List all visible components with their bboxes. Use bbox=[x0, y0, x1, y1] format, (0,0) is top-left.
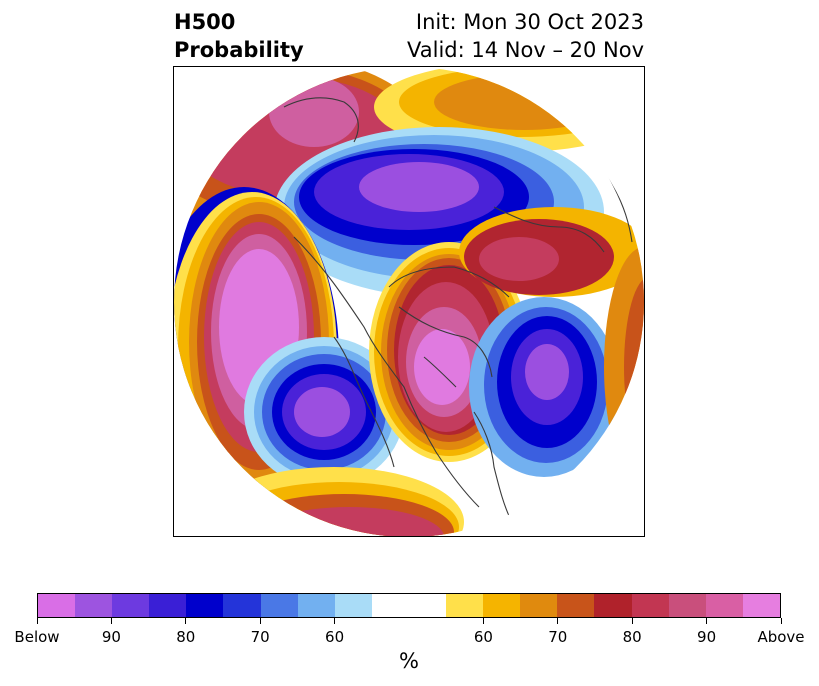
colorbar-tick-label: 70 bbox=[548, 628, 568, 646]
colorbar-swatch bbox=[334, 594, 372, 617]
colorbar-tick bbox=[334, 618, 336, 624]
colorbar-tick bbox=[36, 618, 38, 624]
colorbar-tick-label: 90 bbox=[101, 628, 121, 646]
colorbar-unit-label: % bbox=[399, 649, 419, 673]
colorbar-swatch bbox=[631, 594, 669, 617]
init-date-label: Init: Mon 30 Oct 2023 bbox=[415, 10, 644, 34]
valid-range-label: Valid: 14 Nov – 20 Nov bbox=[407, 38, 644, 62]
colorbar-tick-label: Below bbox=[14, 628, 60, 646]
colorbar-swatch bbox=[705, 594, 743, 617]
warm-anomaly-upper-right bbox=[459, 207, 644, 297]
map-title-left: H500 Probability bbox=[174, 8, 304, 64]
colorbar-swatch bbox=[149, 594, 187, 617]
colorbar-swatch bbox=[594, 594, 632, 617]
colorbar-tick-label: 60 bbox=[473, 628, 493, 646]
colorbar-swatch bbox=[223, 594, 261, 617]
colorbar-tick bbox=[557, 618, 559, 624]
colorbar-tick bbox=[706, 618, 708, 624]
colorbar-swatch bbox=[668, 594, 706, 617]
colorbar-swatch bbox=[297, 594, 335, 617]
colorbar-tick bbox=[259, 618, 261, 624]
map-title-right: Init: Mon 30 Oct 2023 Valid: 14 Nov – 20… bbox=[407, 8, 644, 64]
colorbar-tick bbox=[482, 618, 484, 624]
cold-anomaly-right bbox=[469, 297, 619, 477]
colorbar-swatch bbox=[112, 594, 150, 617]
colorbar-tick bbox=[780, 618, 782, 624]
product-label: Probability bbox=[174, 38, 304, 62]
colorbar-swatch bbox=[446, 594, 484, 617]
map-canvas bbox=[174, 67, 644, 536]
colorbar-swatch bbox=[260, 594, 298, 617]
colorbar-swatch bbox=[38, 594, 76, 617]
colorbar bbox=[37, 593, 781, 618]
probability-map bbox=[173, 66, 645, 537]
colorbar-tick bbox=[185, 618, 187, 624]
colorbar-tick-label: 90 bbox=[697, 628, 717, 646]
colorbar-tick-label: 80 bbox=[176, 628, 196, 646]
colorbar-tick-label: 80 bbox=[622, 628, 642, 646]
colorbar-swatch bbox=[371, 594, 447, 617]
colorbar-tick-label: 60 bbox=[325, 628, 345, 646]
colorbar-swatch bbox=[520, 594, 558, 617]
colorbar-swatch bbox=[186, 594, 224, 617]
colorbar-tick bbox=[110, 618, 112, 624]
colorbar-swatch bbox=[483, 594, 521, 617]
colorbar-swatch bbox=[742, 594, 780, 617]
colorbar-swatch bbox=[75, 594, 113, 617]
coastline-overlay bbox=[283, 97, 633, 523]
cold-anomaly-lower-left bbox=[244, 337, 404, 487]
colorbar-tick bbox=[631, 618, 633, 624]
variable-label: H500 bbox=[174, 10, 236, 34]
probability-field bbox=[174, 67, 644, 536]
colorbar-swatch bbox=[557, 594, 595, 617]
colorbar-tick-label: Above bbox=[757, 628, 805, 646]
colorbar-tick-label: 70 bbox=[250, 628, 270, 646]
